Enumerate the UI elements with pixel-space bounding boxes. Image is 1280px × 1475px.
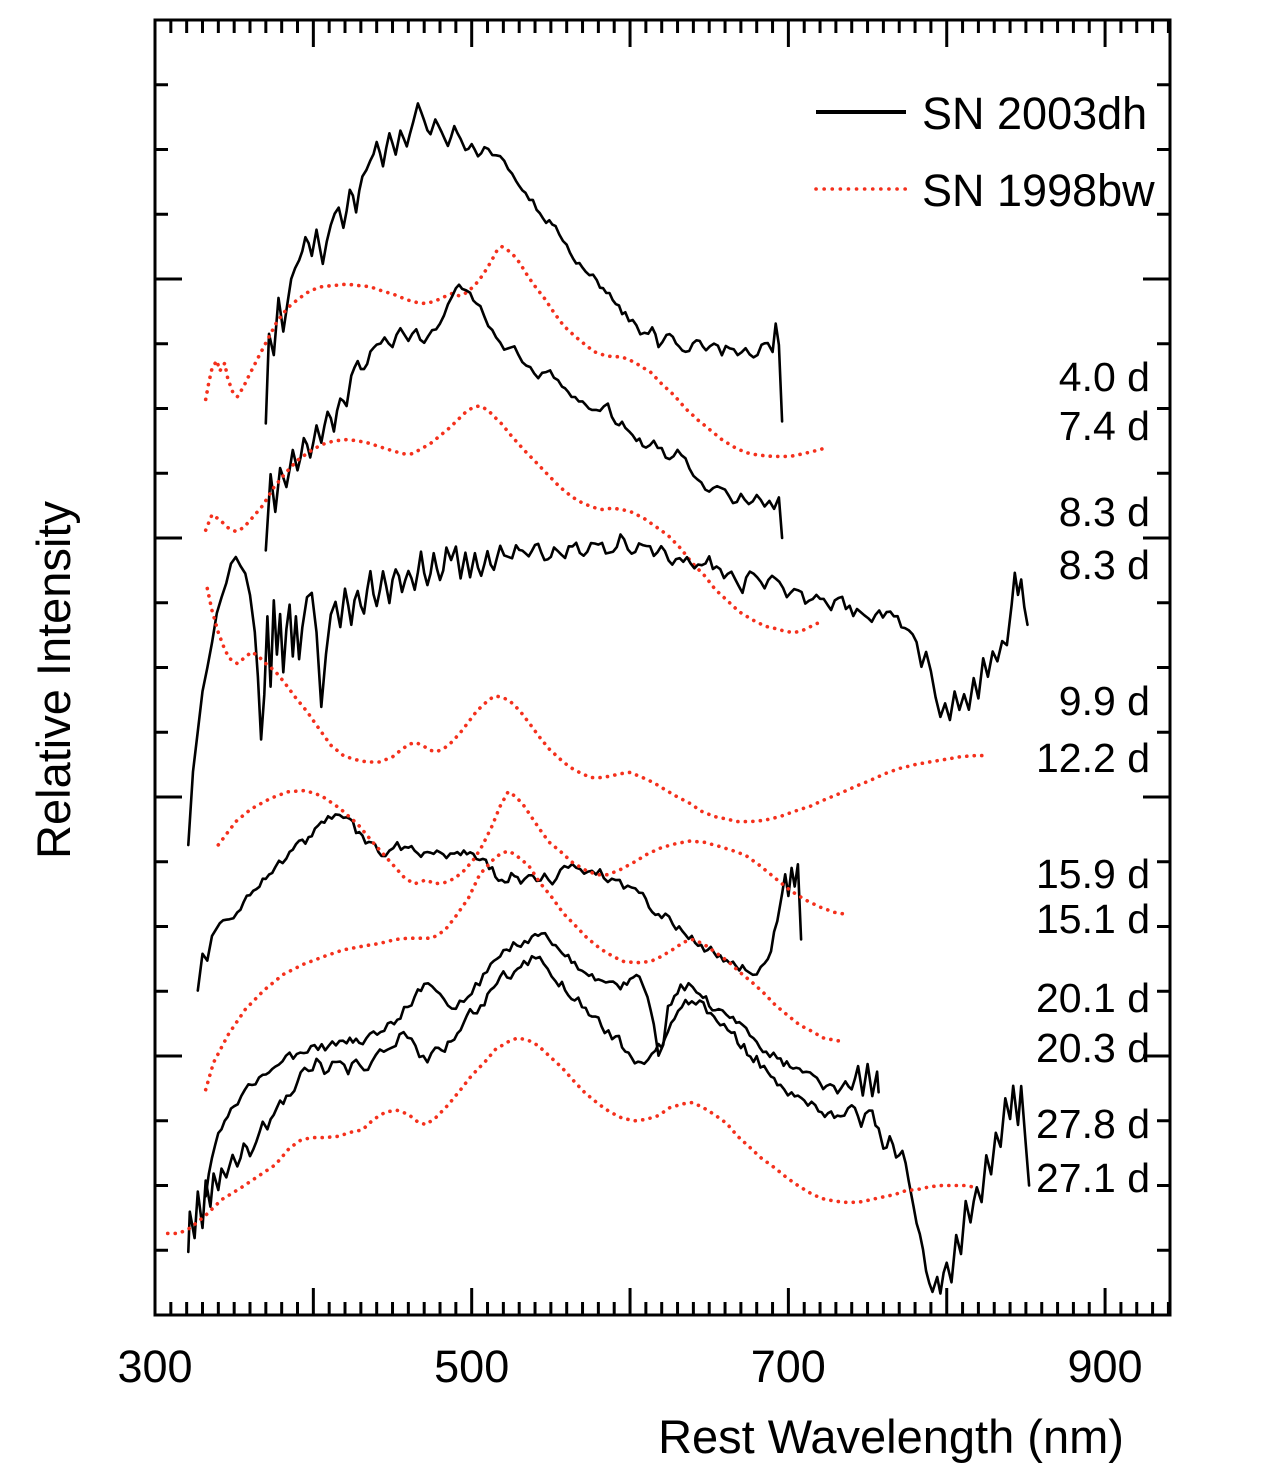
epoch-label-sn1998bw-15-1d: 15.1 d <box>1036 896 1150 942</box>
epoch-label-sn1998bw-20-3d: 20.3 d <box>1036 1025 1150 1071</box>
plot-frame <box>153 18 1172 1317</box>
x-tick-label-900: 900 <box>1067 1341 1142 1392</box>
spectrum-sn2003dh-83d <box>264 283 784 552</box>
epoch-label-sn1998bw-7-4d: 7.4 d <box>1059 403 1150 449</box>
spectrum-sn2003dh-99d <box>187 533 1029 847</box>
spectrum-sn1998bw-122d <box>205 586 990 824</box>
epoch-label-sn2003dh-20-1d: 20.1 d <box>1036 975 1150 1021</box>
x-tick-label-700: 700 <box>751 1341 826 1392</box>
legend: SN 2003dh SN 1998bw <box>814 88 1155 216</box>
epoch-label-sn2003dh-27-8d: 27.8 d <box>1036 1101 1150 1147</box>
spectra-series <box>165 102 1031 1295</box>
epoch-labels: 4.0 d 7.4 d 8.3 d 8.3 d 9.9 d 12.2 d 15.… <box>1036 354 1150 1201</box>
spectrum-sn1998bw-271d <box>165 1036 981 1236</box>
x-tick-label-500: 500 <box>434 1341 509 1392</box>
epoch-label-sn2003dh-8-3d: 8.3 d <box>1059 489 1150 535</box>
epoch-label-sn1998bw-8-3d: 8.3 d <box>1059 542 1150 588</box>
epoch-label-sn1998bw-12-2d: 12.2 d <box>1036 735 1150 781</box>
epoch-label-sn1998bw-27-1d: 27.1 d <box>1036 1155 1150 1201</box>
x-axis-title: Rest Wavelength (nm) <box>658 1410 1124 1463</box>
x-tick-label-300: 300 <box>117 1341 192 1392</box>
spectrum-sn2003dh-201d <box>204 931 880 1198</box>
spectrum-sn1998bw-203d <box>203 849 848 1092</box>
legend-label-sn2003dh: SN 2003dh <box>922 88 1147 139</box>
axis-labels: 300 500 700 900 Rest Wavelength (nm) Rel… <box>27 501 1143 1463</box>
y-axis-title: Relative Intensity <box>27 501 80 859</box>
spectrum-sn1998bw-74d <box>203 244 825 459</box>
epoch-label-sn2003dh-4-0d: 4.0 d <box>1059 354 1150 400</box>
legend-label-sn1998bw: SN 1998bw <box>922 165 1155 216</box>
epoch-label-sn2003dh-9-9d: 9.9 d <box>1059 678 1150 724</box>
epoch-label-sn2003dh-15-9d: 15.9 d <box>1036 851 1150 897</box>
spectrum-sn2003dh-159d <box>196 813 803 992</box>
spectrum-sn2003dh-40d <box>264 102 784 425</box>
axis-ticks <box>155 20 1170 1315</box>
spectrum-sn2003dh-278d <box>187 954 1031 1295</box>
spectrum-sn1998bw-151d <box>216 788 851 917</box>
